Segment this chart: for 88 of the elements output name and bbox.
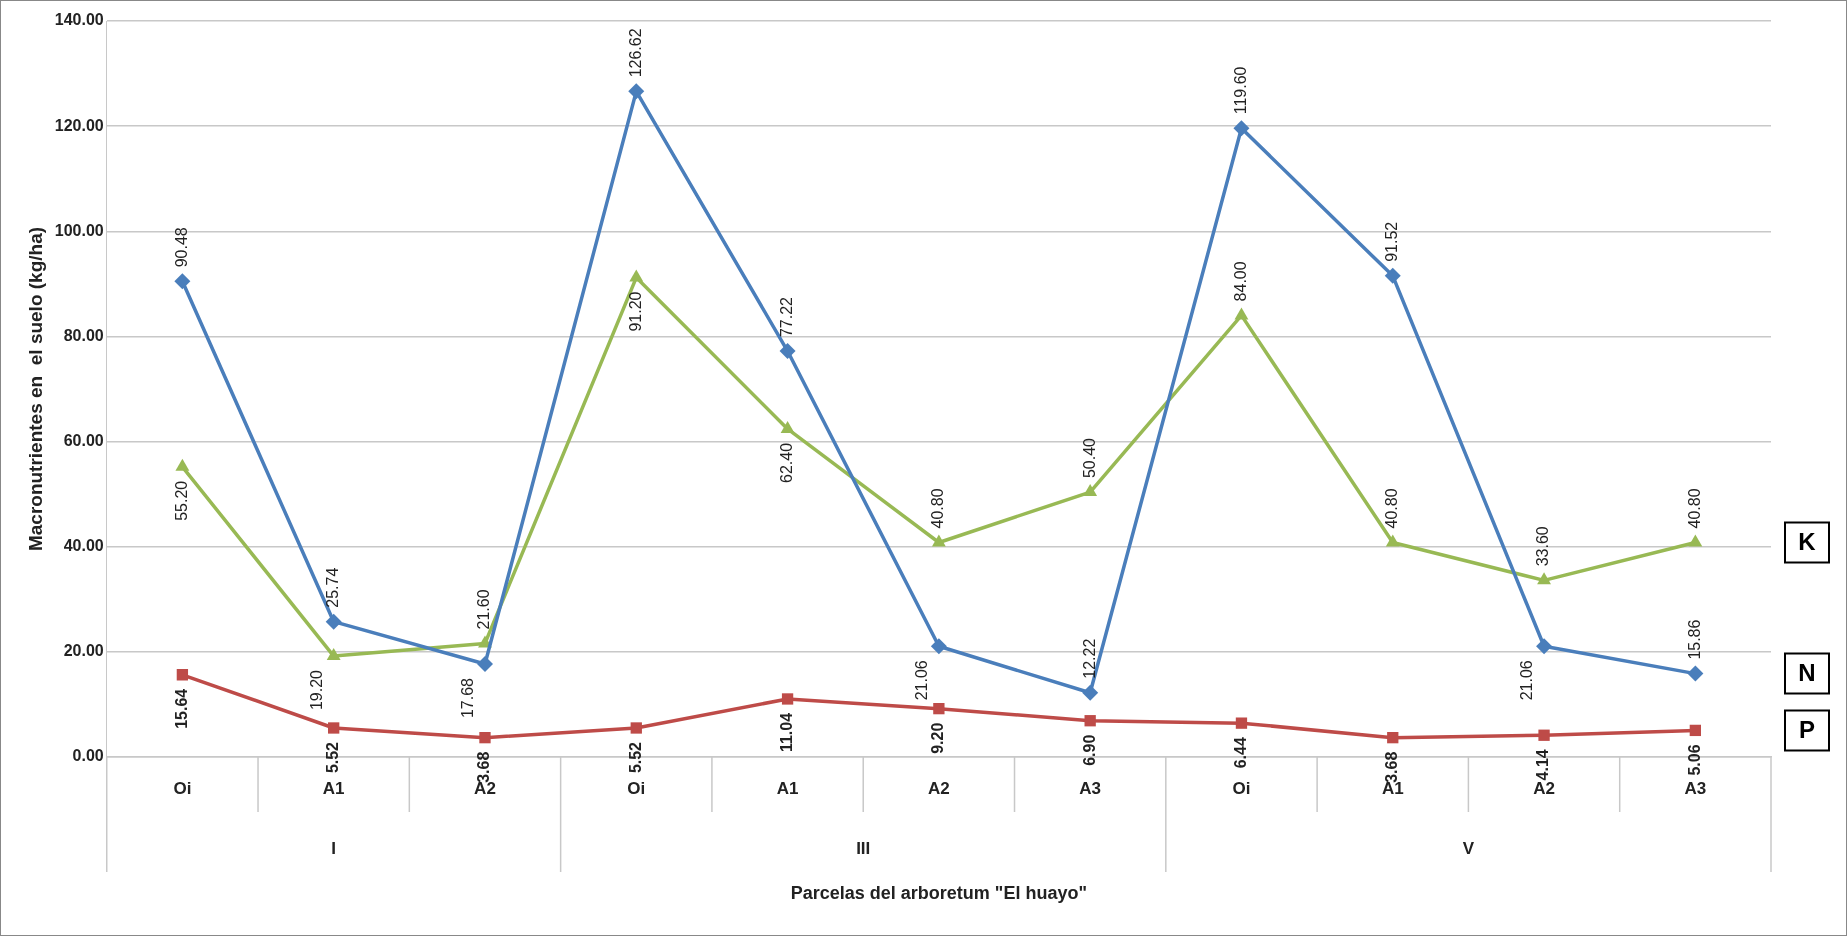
- data-label: 119.60: [1231, 66, 1249, 115]
- point: [1234, 307, 1249, 320]
- y-tick-label: 80.00: [63, 326, 104, 344]
- point: [325, 613, 342, 630]
- point: [1082, 684, 1099, 701]
- point: [174, 273, 191, 290]
- point: [175, 458, 190, 471]
- point: [1687, 665, 1704, 682]
- y-tick-label: 40.00: [63, 537, 104, 555]
- point: [328, 722, 340, 734]
- data-label: 19.20: [308, 669, 326, 711]
- text: N: [1798, 659, 1816, 687]
- y-tick-label: 0.00: [72, 747, 104, 765]
- y-tick-label: 60.00: [63, 431, 104, 449]
- data-label: 21.06: [913, 660, 931, 701]
- point: [1235, 717, 1248, 729]
- point: [933, 702, 945, 715]
- point: [930, 638, 947, 655]
- data-label: 91.52: [1383, 221, 1401, 262]
- x-tick-label: A3: [1684, 778, 1707, 798]
- data-label: 40.80: [1383, 488, 1401, 529]
- text: I: [331, 838, 337, 858]
- point: [476, 656, 493, 673]
- data-label: 50.40: [1080, 437, 1098, 479]
- point: [1233, 120, 1250, 137]
- point: [1688, 534, 1703, 547]
- point: [629, 269, 644, 282]
- text: K: [1798, 528, 1817, 556]
- data-label: 77.22: [777, 296, 795, 338]
- x-tick-label: Oi: [1232, 778, 1251, 798]
- x-axis-title: Parcelas del arboretum "El huayo": [790, 883, 1087, 904]
- point: [479, 732, 491, 744]
- data-label: 5.52: [324, 741, 342, 774]
- x-tick-label: Oi: [173, 778, 192, 798]
- data-label: 3.68: [1383, 751, 1401, 783]
- point: [1536, 638, 1553, 655]
- data-label: 33.60: [1534, 526, 1552, 567]
- data-label: 40.80: [1685, 488, 1703, 529]
- point: [176, 669, 189, 681]
- y-tick-label: 20.00: [63, 642, 104, 660]
- data-label: 3.68: [475, 751, 493, 783]
- data-label: 5.06: [1685, 744, 1703, 776]
- data-label: 21.06: [1518, 660, 1536, 701]
- x-tick-label: A2: [928, 778, 950, 798]
- text: III: [856, 838, 871, 858]
- point: [781, 693, 794, 705]
- point: [931, 534, 946, 547]
- point: [779, 343, 796, 360]
- data-label: 12.22: [1080, 638, 1098, 679]
- point: [1084, 715, 1096, 727]
- y-axis-title: Macronutrientes en el suelo (kg/ha): [24, 226, 46, 552]
- data-label: 21.60: [475, 589, 493, 630]
- data-label: 9.20: [929, 722, 947, 754]
- point: [326, 648, 341, 661]
- point: [1537, 572, 1551, 585]
- data-label: 25.74: [324, 567, 342, 608]
- data-label: 91.20: [626, 291, 644, 332]
- data-label: 15.86: [1685, 619, 1703, 660]
- point: [1083, 484, 1098, 497]
- point: [780, 420, 795, 433]
- data-label: 126.62: [626, 28, 644, 78]
- data-label: 15.64: [172, 688, 190, 729]
- point: [1689, 724, 1702, 737]
- data-label: 5.52: [626, 741, 644, 774]
- text: V: [1462, 838, 1475, 858]
- x-tick-label: Oi: [627, 778, 646, 798]
- x-tick-label: A1: [322, 778, 345, 798]
- text: P: [1798, 716, 1816, 744]
- y-tick-label: 120.00: [54, 116, 104, 134]
- data-label: 17.68: [459, 677, 477, 719]
- point: [1384, 267, 1401, 284]
- point: [1538, 729, 1550, 741]
- data-label: 90.48: [172, 227, 190, 268]
- x-tick-label: A1: [776, 778, 799, 798]
- data-label: 6.44: [1231, 737, 1249, 769]
- data-label: 11.04: [777, 712, 795, 753]
- point: [630, 722, 642, 734]
- data-label: 40.80: [929, 488, 947, 529]
- data-label: 55.20: [172, 480, 190, 521]
- x-tick-label: A3: [1079, 778, 1102, 798]
- y-tick-label: 140.00: [54, 11, 104, 29]
- point: [628, 83, 645, 100]
- y-tick-label: 100.00: [54, 221, 104, 239]
- data-label: 6.90: [1080, 734, 1098, 766]
- point: [1385, 534, 1400, 547]
- point: [1387, 732, 1399, 744]
- data-label: 84.00: [1231, 261, 1249, 302]
- data-label: 62.40: [777, 442, 795, 483]
